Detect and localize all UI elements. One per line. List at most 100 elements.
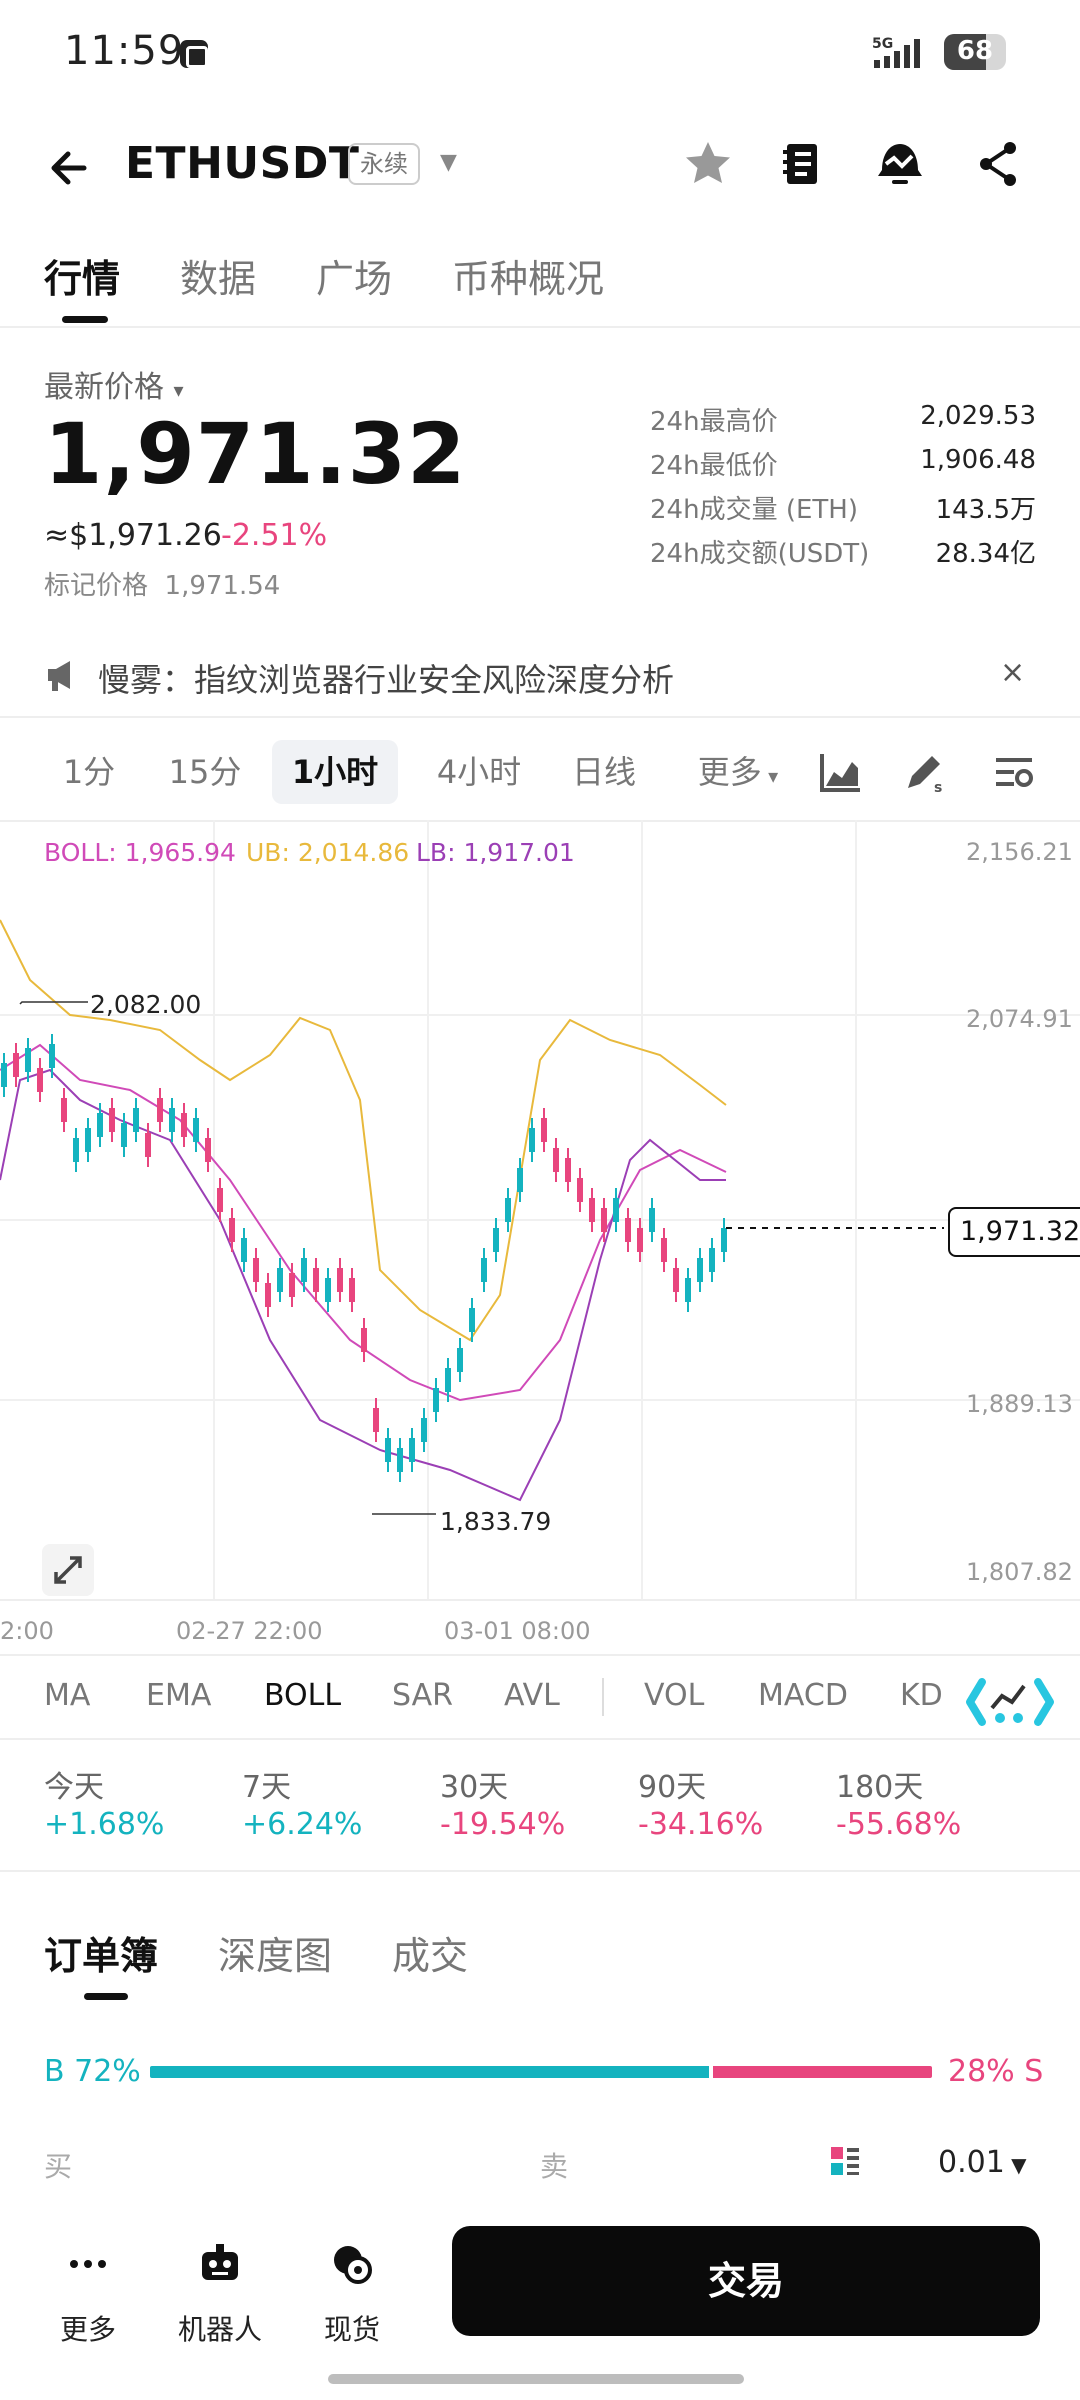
candle-body <box>385 1438 391 1462</box>
candle-body <box>145 1133 151 1157</box>
more-button[interactable]: 更多 <box>38 2238 138 2348</box>
tab-coin-overview[interactable]: 币种概况 <box>452 257 605 301</box>
lower-band-value: LB: 1,917.01 <box>416 838 575 867</box>
upper-band-value: UB: 2,014.86 <box>246 838 410 867</box>
candle-body <box>589 1198 595 1222</box>
perf-label: 7天 <box>242 1770 292 1805</box>
indicator-boll[interactable]: BOLL <box>264 1678 342 1713</box>
timeframe-15m[interactable]: 15分 <box>168 753 242 791</box>
candle-body <box>193 1118 199 1142</box>
candle-body <box>13 1053 19 1077</box>
candle-body <box>313 1268 319 1292</box>
share-icon[interactable] <box>970 136 1026 192</box>
divider <box>0 820 1080 822</box>
candle-body <box>505 1198 511 1222</box>
home-indicator <box>328 2374 744 2384</box>
candle-body <box>25 1048 31 1072</box>
candle-body <box>565 1158 571 1182</box>
timeframe-4h[interactable]: 4小时 <box>436 753 522 791</box>
precision-select[interactable]: 0.01 ▼ <box>938 2145 1027 2180</box>
orderbook-layout-icon[interactable] <box>830 2146 860 2176</box>
timeframe-1h[interactable]: 1小时 <box>272 740 398 804</box>
price-alert-icon[interactable] <box>872 136 928 192</box>
candle-body <box>301 1258 307 1282</box>
tab-orderbook[interactable]: 订单簿 <box>44 1934 159 1978</box>
candle-body <box>685 1278 691 1302</box>
candle-body <box>349 1278 355 1302</box>
candle-body <box>469 1308 475 1332</box>
fullscreen-icon[interactable] <box>42 1544 94 1596</box>
candle-body <box>661 1238 667 1262</box>
candle-body <box>253 1258 259 1282</box>
divider <box>0 1654 1080 1656</box>
candle-body <box>529 1128 535 1152</box>
tab-market[interactable]: 行情 <box>44 257 121 301</box>
candle-body <box>517 1168 523 1192</box>
chart-type-icon[interactable] <box>816 748 864 796</box>
last-price-label[interactable]: 最新价格 ▾ <box>44 370 184 405</box>
indicator-ma[interactable]: MA <box>44 1678 91 1713</box>
star-icon[interactable] <box>680 136 736 192</box>
candle-body <box>433 1388 439 1412</box>
candle-body <box>121 1123 127 1147</box>
candle-body <box>361 1328 367 1352</box>
notice-text[interactable]: 慢雾：指纹浏览器行业安全风险深度分析 <box>98 661 675 699</box>
timeframe-1m[interactable]: 1分 <box>62 753 116 791</box>
candle-body <box>709 1248 715 1272</box>
back-arrow-icon[interactable] <box>44 140 100 196</box>
perf-value: -34.16% <box>638 1807 764 1842</box>
drawing-tools-icon[interactable]: s <box>900 748 948 796</box>
timeframe-more[interactable]: 更多 ▾ <box>697 753 779 791</box>
tab-depth-chart[interactable]: 深度图 <box>218 1934 333 1978</box>
pair-title[interactable]: ETHUSDT <box>125 138 360 189</box>
sell-ratio-bar <box>713 2066 932 2078</box>
svg-text:s: s <box>934 780 942 796</box>
robot-button[interactable]: 机器人 <box>170 2238 270 2348</box>
indicator-ema[interactable]: EMA <box>146 1678 212 1713</box>
chart-settings-icon[interactable] <box>990 748 1038 796</box>
candle-body <box>697 1258 703 1282</box>
timeframe-1d[interactable]: 日线 <box>571 753 636 791</box>
candle-body <box>85 1128 91 1152</box>
usd-price: ≈$1,971.26 <box>44 518 222 553</box>
divider <box>0 326 1080 328</box>
candle-body <box>61 1098 67 1122</box>
battery-icon: 68 <box>944 34 1006 70</box>
tab-trades[interactable]: 成交 <box>392 1934 469 1978</box>
tab-square[interactable]: 广场 <box>316 257 393 301</box>
candle-body <box>109 1108 115 1132</box>
status-time: 11:59 <box>64 28 185 74</box>
mark-price: 标记价格 1,971.54 <box>44 571 281 601</box>
y-tick: 2,074.91 <box>966 1005 1073 1033</box>
ai-assistant-icon[interactable] <box>956 1664 1064 1740</box>
candle-body <box>613 1198 619 1222</box>
candle-body <box>721 1228 727 1252</box>
indicator-avl[interactable]: AVL <box>504 1678 560 1713</box>
indicator-vol[interactable]: VOL <box>644 1678 705 1713</box>
indicator-kd[interactable]: KD <box>900 1678 943 1713</box>
perf-value: +1.68% <box>44 1807 165 1842</box>
buy-column-header: 买 <box>44 2150 73 2183</box>
x-tick: 02-27 22:00 <box>176 1617 323 1645</box>
indicator-macd[interactable]: MACD <box>758 1678 848 1713</box>
candle-body <box>97 1113 103 1137</box>
trade-button[interactable]: 交易 <box>452 2226 1040 2336</box>
y-tick: 2,156.21 <box>966 838 1073 866</box>
candle-body <box>553 1148 559 1172</box>
candlestick-chart[interactable] <box>0 820 1080 1650</box>
candle-body <box>481 1258 487 1282</box>
chevron-down-icon[interactable]: ▼ <box>440 150 457 175</box>
candle-body <box>169 1108 175 1132</box>
candle-body <box>457 1348 463 1372</box>
candles <box>1 1034 727 1482</box>
divider <box>0 1738 1080 1740</box>
indicator-sar[interactable]: SAR <box>392 1678 453 1713</box>
tab-data[interactable]: 数据 <box>180 257 257 301</box>
close-icon[interactable]: × <box>1000 655 1026 690</box>
candle-body <box>325 1278 331 1302</box>
buy-ratio: B 72% <box>44 2054 141 2089</box>
spot-button[interactable]: 现货 <box>302 2238 402 2348</box>
candle-body <box>157 1098 163 1122</box>
notes-icon[interactable] <box>775 136 831 192</box>
stat-value: 28.34亿 <box>935 539 1036 569</box>
